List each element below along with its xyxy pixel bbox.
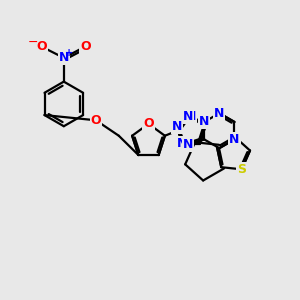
Text: N: N [229,133,240,146]
Text: O: O [143,117,154,130]
Text: N: N [182,110,193,123]
Text: O: O [91,114,101,127]
Text: −: − [28,36,38,49]
Text: N: N [177,137,188,150]
Text: N: N [58,51,69,64]
Text: O: O [36,40,47,53]
Text: N: N [172,121,182,134]
Text: N: N [182,138,193,151]
Text: N: N [199,116,209,128]
Text: +: + [65,47,73,58]
Text: O: O [80,40,91,53]
Text: S: S [237,163,246,176]
Text: N: N [214,107,224,120]
Text: N: N [186,110,196,123]
